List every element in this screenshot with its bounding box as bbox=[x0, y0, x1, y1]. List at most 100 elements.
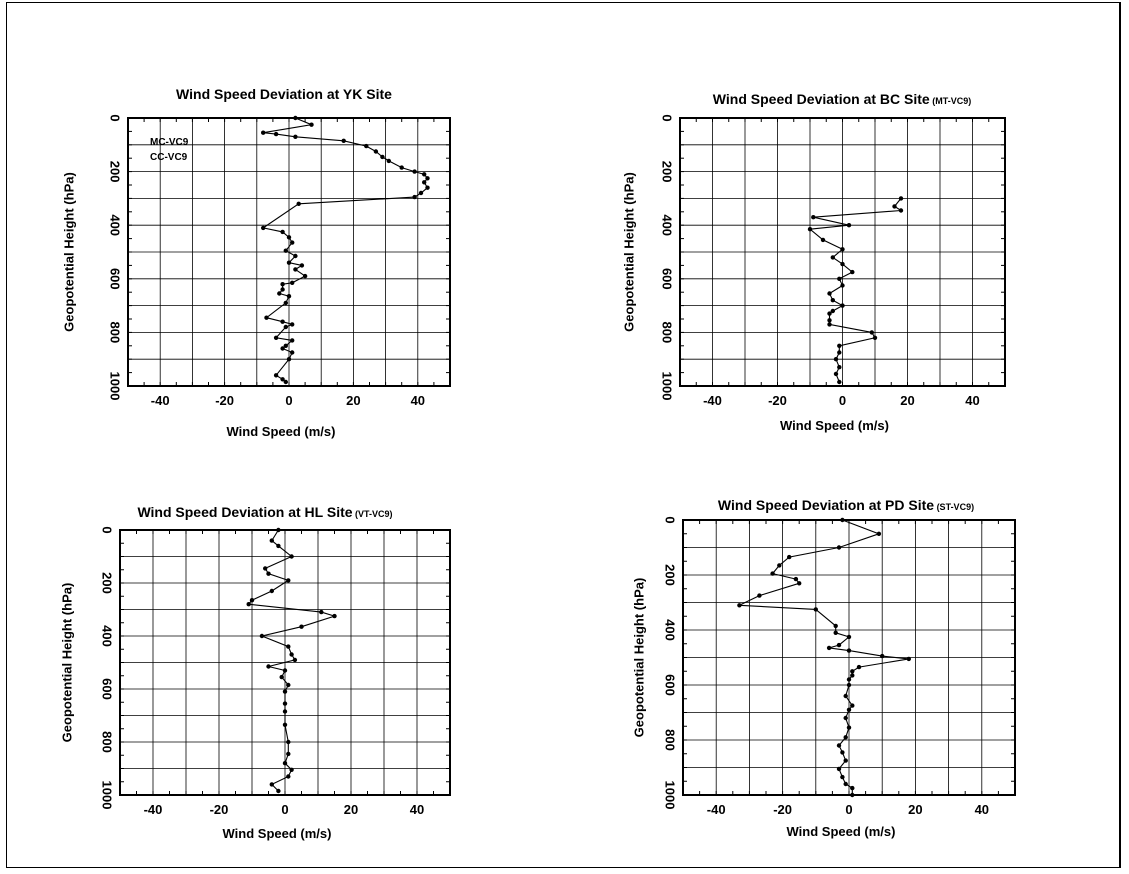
data-point bbox=[797, 581, 802, 586]
data-point bbox=[869, 330, 874, 335]
tick-marks bbox=[128, 118, 450, 386]
data-point bbox=[246, 602, 251, 607]
data-point bbox=[425, 176, 430, 181]
data-point bbox=[757, 593, 762, 598]
data-point bbox=[892, 204, 897, 209]
data-point bbox=[283, 379, 288, 385]
data-point bbox=[846, 725, 852, 730]
data-point bbox=[282, 722, 288, 727]
data-point bbox=[289, 652, 294, 657]
legend-entry: CC-VC9 bbox=[150, 152, 188, 163]
data-point bbox=[850, 673, 855, 678]
y-tick-label: 400 bbox=[660, 214, 675, 236]
y-tick-label: 200 bbox=[108, 161, 123, 183]
data-point bbox=[373, 149, 379, 154]
data-point bbox=[277, 291, 282, 296]
data-point bbox=[299, 263, 305, 268]
data-point bbox=[290, 280, 295, 285]
data-point bbox=[837, 343, 842, 348]
x-axis-label: Wind Speed (m/s) bbox=[787, 824, 896, 839]
y-axis-label: Geopotential Height (hPa) bbox=[631, 578, 646, 738]
data-point bbox=[296, 201, 301, 206]
data-point bbox=[292, 657, 298, 663]
y-tick-label: 800 bbox=[663, 729, 678, 751]
data-point bbox=[286, 774, 291, 779]
x-tick-label: -40 bbox=[144, 802, 163, 817]
data-point bbox=[836, 743, 842, 748]
data-point bbox=[826, 645, 832, 651]
data-point bbox=[269, 538, 274, 543]
data-point bbox=[846, 223, 852, 228]
data-point bbox=[837, 350, 842, 355]
data-point bbox=[264, 315, 269, 320]
data-point bbox=[856, 664, 862, 670]
data-point bbox=[286, 644, 291, 649]
y-tick-label: 200 bbox=[100, 572, 115, 594]
figure-frame bbox=[6, 2, 1121, 868]
data-point bbox=[290, 322, 295, 327]
data-point bbox=[286, 682, 291, 688]
data-point bbox=[787, 554, 792, 560]
data-point bbox=[309, 122, 314, 127]
chart-title-suffix: (ST-VC9) bbox=[934, 502, 974, 512]
data-point bbox=[820, 237, 826, 243]
x-tick-label: 40 bbox=[411, 393, 425, 408]
data-point bbox=[273, 373, 279, 378]
data-point bbox=[840, 261, 845, 267]
data-point bbox=[827, 322, 832, 327]
chart-title: Wind Speed Deviation at PD Site (ST-VC9) bbox=[718, 497, 974, 513]
data-point bbox=[276, 527, 281, 533]
data-point bbox=[302, 273, 308, 279]
y-tick-label: 400 bbox=[100, 625, 115, 647]
data-point bbox=[880, 653, 885, 659]
data-point bbox=[846, 682, 852, 688]
data-point bbox=[280, 346, 285, 351]
data-point bbox=[280, 282, 285, 287]
data-point bbox=[293, 267, 298, 272]
data-point bbox=[286, 739, 291, 745]
data-point bbox=[283, 343, 288, 348]
x-axis-label: Wind Speed (m/s) bbox=[780, 418, 889, 433]
y-tick-label: 1000 bbox=[100, 781, 115, 810]
series-1 bbox=[737, 517, 911, 798]
data-point bbox=[830, 298, 835, 303]
x-tick-label: 20 bbox=[900, 393, 914, 408]
series-line bbox=[247, 529, 337, 792]
x-axis-label: Wind Speed (m/s) bbox=[227, 424, 336, 439]
data-point bbox=[846, 707, 852, 712]
chart-title: Wind Speed Deviation at YK Site bbox=[176, 86, 392, 102]
data-point bbox=[266, 664, 271, 669]
grid bbox=[680, 118, 1005, 386]
series-1 bbox=[261, 115, 430, 385]
data-point bbox=[276, 543, 281, 549]
data-point bbox=[422, 180, 427, 185]
x-tick-label: 40 bbox=[410, 802, 424, 817]
data-point bbox=[843, 758, 848, 763]
y-tick-label: 200 bbox=[660, 161, 675, 183]
legend-entry: MC-VC9 bbox=[150, 137, 189, 148]
data-point bbox=[833, 357, 839, 362]
data-point bbox=[837, 379, 842, 385]
data-point bbox=[283, 248, 288, 253]
data-point bbox=[793, 576, 799, 582]
grid bbox=[128, 118, 450, 386]
data-point bbox=[280, 229, 285, 235]
x-tick-label: 0 bbox=[281, 802, 288, 817]
x-tick-label: 40 bbox=[965, 393, 979, 408]
data-point bbox=[286, 357, 292, 362]
data-point bbox=[386, 158, 391, 164]
chart-title-main: Wind Speed Deviation at PD Site bbox=[718, 497, 934, 513]
x-tick-label: 20 bbox=[346, 393, 360, 408]
data-point bbox=[332, 613, 337, 619]
data-point bbox=[836, 642, 842, 648]
y-tick-label: 400 bbox=[663, 619, 678, 641]
x-tick-label: -20 bbox=[210, 802, 229, 817]
tick-marks bbox=[683, 520, 1015, 795]
chart-title: Wind Speed Deviation at HL Site (VT-VC9) bbox=[137, 504, 392, 520]
y-tick-label: 600 bbox=[660, 268, 675, 290]
data-point bbox=[286, 260, 292, 265]
data-point bbox=[836, 545, 842, 550]
